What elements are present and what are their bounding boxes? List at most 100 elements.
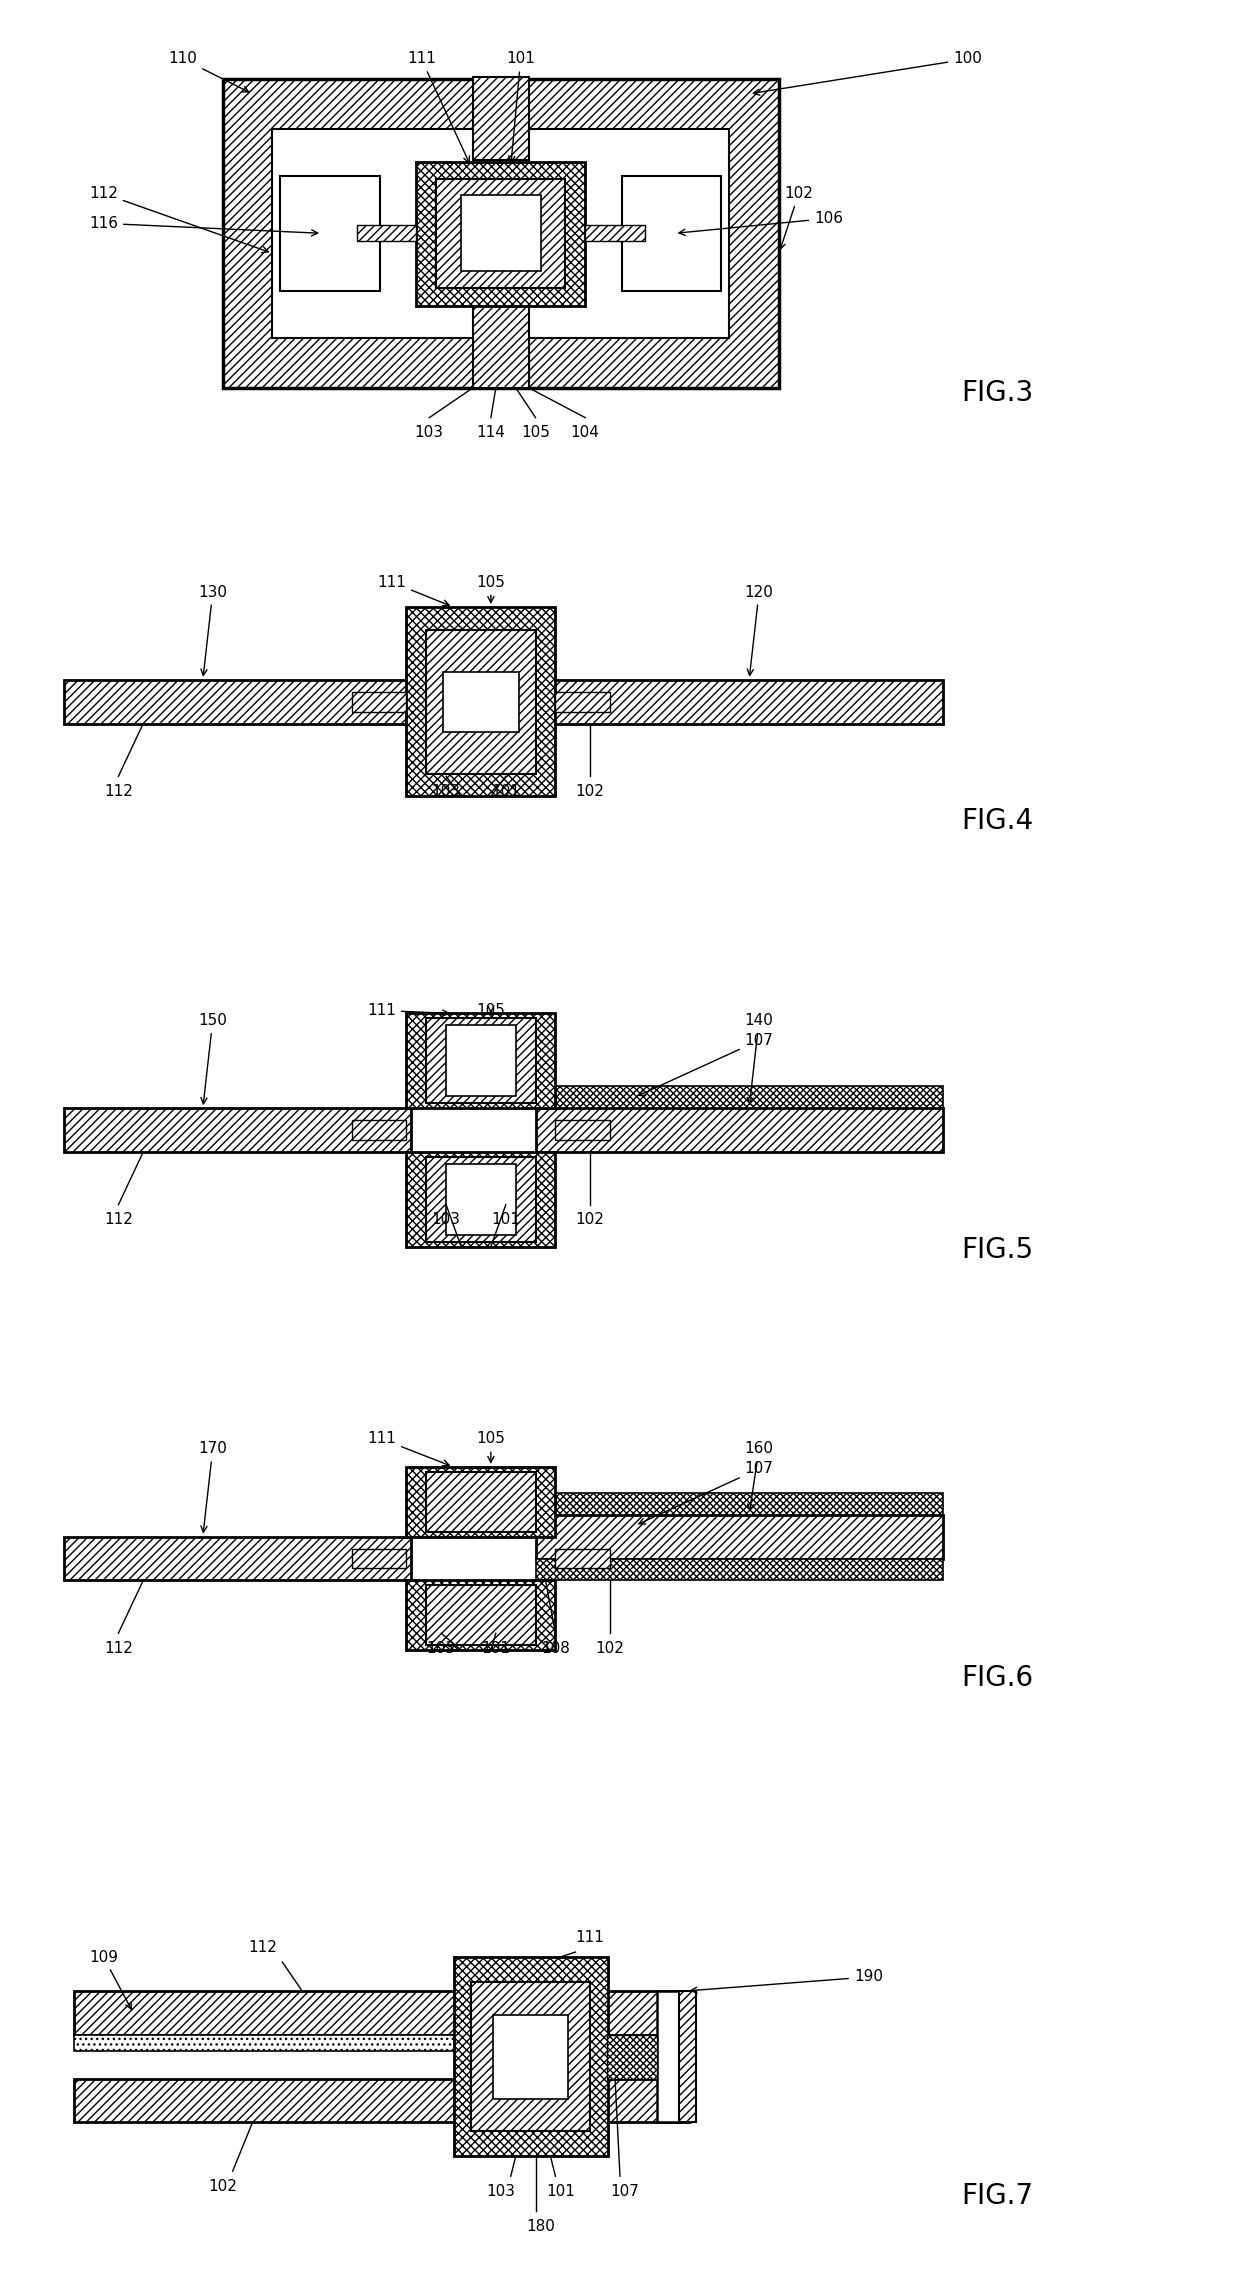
Bar — [407, 1152, 556, 1246]
Text: 111: 111 — [367, 1003, 449, 1019]
Text: 105: 105 — [476, 1432, 506, 1462]
Text: 102: 102 — [575, 1212, 605, 1228]
Bar — [427, 1586, 536, 1646]
Bar — [352, 691, 407, 711]
Bar — [472, 78, 528, 161]
Text: 103: 103 — [415, 425, 444, 441]
Text: FIG.6: FIG.6 — [961, 1664, 1033, 1691]
Bar — [436, 179, 565, 289]
Bar — [461, 195, 541, 271]
Bar — [536, 1558, 942, 1581]
Bar — [223, 78, 779, 388]
Text: FIG.4: FIG.4 — [961, 808, 1033, 835]
Text: 101: 101 — [481, 1641, 511, 1655]
Text: 112: 112 — [104, 1641, 133, 1655]
Bar — [556, 691, 610, 711]
Text: 104: 104 — [570, 425, 600, 441]
Bar — [73, 2079, 689, 2123]
Text: 108: 108 — [541, 1641, 570, 1655]
Text: 107: 107 — [639, 1462, 774, 1524]
Text: 111: 111 — [367, 1432, 449, 1467]
Text: 106: 106 — [680, 211, 843, 236]
Text: 101: 101 — [506, 50, 536, 163]
Bar — [608, 2036, 657, 2079]
Text: 107: 107 — [639, 1033, 774, 1095]
Bar — [407, 1014, 556, 1108]
Bar — [63, 1538, 412, 1581]
Bar — [471, 1983, 590, 2132]
Text: 114: 114 — [476, 425, 506, 441]
Text: 120: 120 — [745, 585, 774, 675]
Text: FIG.3: FIG.3 — [961, 379, 1034, 406]
Text: 107: 107 — [610, 2185, 640, 2199]
Text: 103: 103 — [432, 785, 461, 799]
Text: 102: 102 — [779, 186, 813, 250]
Text: 110: 110 — [169, 50, 248, 92]
Bar — [536, 1108, 942, 1152]
Text: 105: 105 — [521, 425, 551, 441]
Text: 190: 190 — [691, 1969, 883, 1992]
Text: 112: 112 — [104, 1212, 133, 1228]
Bar — [280, 174, 379, 291]
Text: 105: 105 — [476, 574, 506, 604]
Text: 101: 101 — [491, 785, 521, 799]
Text: 102: 102 — [208, 2178, 237, 2194]
Text: 103: 103 — [427, 1641, 456, 1655]
Bar — [454, 1958, 608, 2157]
Bar — [427, 1019, 536, 1104]
Bar — [63, 679, 412, 723]
Bar — [536, 1492, 942, 1515]
Bar — [407, 1467, 556, 1538]
Bar — [427, 1471, 536, 1531]
Bar — [352, 1120, 407, 1141]
Bar — [407, 606, 556, 796]
Bar — [536, 679, 942, 723]
Bar — [492, 2015, 568, 2098]
Text: 102: 102 — [595, 1641, 625, 1655]
Bar — [446, 1026, 516, 1097]
Text: 160: 160 — [744, 1441, 774, 1510]
Text: 103: 103 — [432, 1212, 461, 1228]
Text: 103: 103 — [486, 2185, 516, 2199]
Text: 101: 101 — [491, 1212, 521, 1228]
Text: 140: 140 — [745, 1012, 774, 1104]
Bar — [427, 629, 536, 773]
Bar — [352, 1549, 407, 1567]
Bar — [357, 225, 417, 241]
Bar — [657, 1992, 678, 2123]
Text: 100: 100 — [754, 50, 982, 94]
Bar — [73, 1992, 689, 2036]
Text: 111: 111 — [575, 1930, 605, 1944]
Text: 101: 101 — [546, 2185, 575, 2199]
Text: 112: 112 — [248, 1939, 277, 1955]
Bar — [73, 2036, 689, 2052]
Text: FIG.5: FIG.5 — [961, 1235, 1033, 1265]
Text: 109: 109 — [89, 1948, 131, 2008]
Bar — [585, 225, 645, 241]
Text: 111: 111 — [377, 574, 449, 606]
Bar — [556, 1120, 610, 1141]
Bar — [417, 161, 585, 305]
Text: 150: 150 — [198, 1012, 227, 1104]
Bar — [472, 305, 528, 388]
Bar — [536, 1515, 942, 1558]
Text: 170: 170 — [198, 1441, 227, 1533]
Text: 112: 112 — [89, 186, 268, 252]
Text: FIG.7: FIG.7 — [961, 2183, 1033, 2210]
Bar — [622, 174, 722, 291]
Bar — [536, 1086, 942, 1108]
Bar — [63, 1108, 412, 1152]
Bar — [443, 672, 518, 732]
Text: 102: 102 — [575, 785, 605, 799]
Bar — [678, 1992, 697, 2123]
Text: 111: 111 — [407, 50, 470, 163]
Bar — [427, 1157, 536, 1242]
Bar — [446, 1164, 516, 1235]
Text: 116: 116 — [89, 216, 317, 236]
Bar — [407, 1581, 556, 1650]
Text: 180: 180 — [526, 2219, 556, 2233]
Bar — [556, 1549, 610, 1567]
Bar — [273, 129, 729, 337]
Text: 105: 105 — [476, 1003, 506, 1019]
Text: 130: 130 — [198, 585, 227, 675]
